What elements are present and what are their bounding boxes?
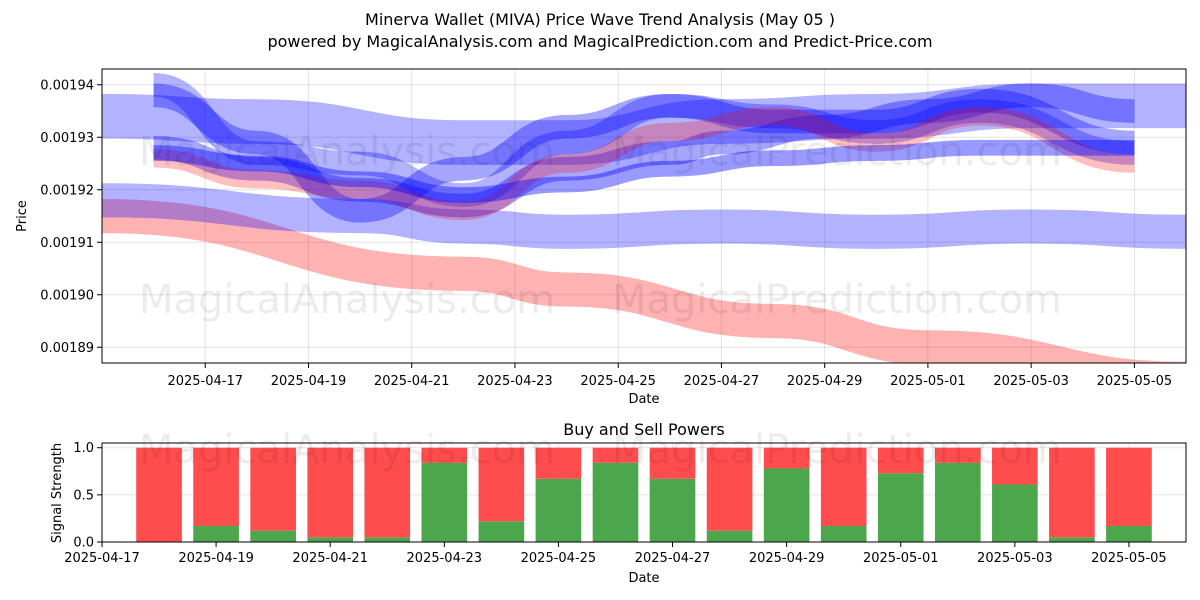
signal-y-tick-label: 0.5 xyxy=(73,488,94,503)
sell-bar xyxy=(1049,447,1095,538)
sell-bar xyxy=(136,447,182,542)
sell-bar xyxy=(934,447,981,463)
sell-bar xyxy=(307,447,354,538)
price-x-tick-label: 2025-04-29 xyxy=(787,374,863,389)
signal-bars xyxy=(136,447,1152,542)
buy-bar xyxy=(364,537,411,542)
price-grid xyxy=(102,69,1186,363)
sell-bar xyxy=(706,447,753,531)
price-x-ticks: 2025-04-17 2025-04-19 2025-04-21 2025-04-23… xyxy=(167,363,1172,389)
buy-bar xyxy=(706,530,753,542)
sell-bar xyxy=(877,447,924,474)
buy-bar xyxy=(877,473,924,542)
buy-bar xyxy=(250,530,296,542)
sell-bar xyxy=(592,447,639,463)
price-x-tick-label: 2025-04-27 xyxy=(684,374,760,389)
price-band-6 xyxy=(152,72,1135,207)
price-y-tick-label: 0.00193 xyxy=(40,131,94,146)
signal-x-tick-label: 2025-04-23 xyxy=(407,551,483,566)
signal-y-label: Signal Strength xyxy=(50,443,65,543)
price-x-label: Date xyxy=(628,392,659,407)
buy-bar xyxy=(307,537,354,542)
price-x-tick-label: 2025-04-25 xyxy=(580,374,656,389)
sell-bar xyxy=(193,447,239,526)
buy-bar xyxy=(992,484,1038,542)
price-y-ticks: 0.00189 0.00190 0.00191 0.00192 0.00193 0.001… xyxy=(40,78,102,356)
sell-bar xyxy=(1106,447,1152,526)
price-y-tick-label: 0.00189 xyxy=(40,341,94,356)
signal-x-tick-label: 2025-04-19 xyxy=(178,551,254,566)
buy-bar xyxy=(934,462,981,542)
price-x-tick-label: 2025-04-23 xyxy=(477,374,553,389)
price-band-3 xyxy=(102,83,1186,165)
signal-y-tick-label: 1.0 xyxy=(73,441,94,456)
price-y-tick-label: 0.00194 xyxy=(40,78,94,93)
signal-x-tick-label: 2025-04-17 xyxy=(64,551,140,566)
sell-bar xyxy=(250,447,296,531)
price-x-tick-label: 2025-04-17 xyxy=(167,374,243,389)
signal-y-ticks: 0.0 0.5 1.0 xyxy=(73,441,102,551)
signal-x-tick-label: 2025-04-21 xyxy=(292,551,368,566)
price-y-tick-label: 0.00190 xyxy=(40,288,94,303)
buy-bar xyxy=(592,462,639,542)
signal-y-tick-label: 0.0 xyxy=(73,536,94,551)
signal-x-tick-label: 2025-05-01 xyxy=(863,551,939,566)
sell-bar xyxy=(421,447,468,463)
signal-chart: Buy and Sell Powers MagicalAnalysis.com … xyxy=(50,420,1187,586)
signal-chart-title: Buy and Sell Powers xyxy=(563,420,725,439)
signal-x-tick-label: 2025-04-29 xyxy=(749,551,825,566)
sell-bar xyxy=(535,447,582,479)
signal-x-label: Date xyxy=(628,571,659,586)
price-x-tick-label: 2025-05-05 xyxy=(1097,374,1173,389)
sell-bar xyxy=(478,447,525,522)
price-chart: MagicalAnalysis.com MagicalPrediction.co… xyxy=(15,68,1187,407)
sell-bar xyxy=(820,447,867,526)
price-x-tick-label: 2025-04-19 xyxy=(271,374,347,389)
price-band-4 xyxy=(152,83,1135,223)
buy-bar xyxy=(193,525,239,542)
watermark-analysis-mid: MagicalAnalysis.com xyxy=(139,277,555,323)
chart-subtitle: powered by MagicalAnalysis.com and Magic… xyxy=(267,32,932,51)
price-x-tick-label: 2025-05-03 xyxy=(993,374,1069,389)
sell-bar xyxy=(364,447,411,538)
price-x-tick-label: 2025-05-01 xyxy=(890,374,966,389)
price-plot-frame xyxy=(101,68,1187,364)
signal-x-tick-label: 2025-04-25 xyxy=(521,551,597,566)
price-bands xyxy=(102,72,1186,363)
sell-bar xyxy=(649,447,696,479)
price-y-label: Price xyxy=(15,200,30,232)
price-x-tick-label: 2025-04-21 xyxy=(374,374,450,389)
watermark-analysis-top: MagicalAnalysis.com xyxy=(139,129,555,175)
buy-bar xyxy=(1049,537,1095,542)
buy-bar xyxy=(1106,525,1152,542)
price-band-7 xyxy=(153,107,1135,220)
price-y-tick-label: 0.00192 xyxy=(40,183,94,198)
watermark-prediction-mid: MagicalPrediction.com xyxy=(612,277,1062,323)
buy-bar xyxy=(535,478,582,542)
price-band-8 xyxy=(153,139,1135,203)
watermark-prediction-top: MagicalPrediction.com xyxy=(612,129,1062,175)
price-y-tick-label: 0.00191 xyxy=(40,236,94,251)
signal-x-tick-label: 2025-04-27 xyxy=(635,551,711,566)
price-band-1 xyxy=(102,198,1186,363)
watermark-prediction-bottom: MagicalPrediction.com xyxy=(612,427,1062,473)
buy-bar xyxy=(649,478,696,542)
buy-bar xyxy=(421,462,468,542)
buy-bar xyxy=(478,521,525,542)
signal-x-tick-label: 2025-05-05 xyxy=(1091,551,1167,566)
price-band-2 xyxy=(102,183,1186,249)
sell-bar xyxy=(763,447,810,469)
signal-x-ticks: 2025-04-17 2025-04-19 2025-04-21 2025-04-23… xyxy=(64,542,1167,566)
chart-title: Minerva Wallet (MIVA) Price Wave Trend A… xyxy=(365,10,835,29)
buy-bar xyxy=(820,525,867,542)
buy-bar xyxy=(763,468,810,542)
signal-plot-frame xyxy=(101,442,1187,543)
price-band-5 xyxy=(153,83,1135,218)
watermark-analysis-bottom: MagicalAnalysis.com xyxy=(139,427,555,473)
signal-x-tick-label: 2025-05-03 xyxy=(977,551,1053,566)
sell-bar xyxy=(992,447,1038,485)
